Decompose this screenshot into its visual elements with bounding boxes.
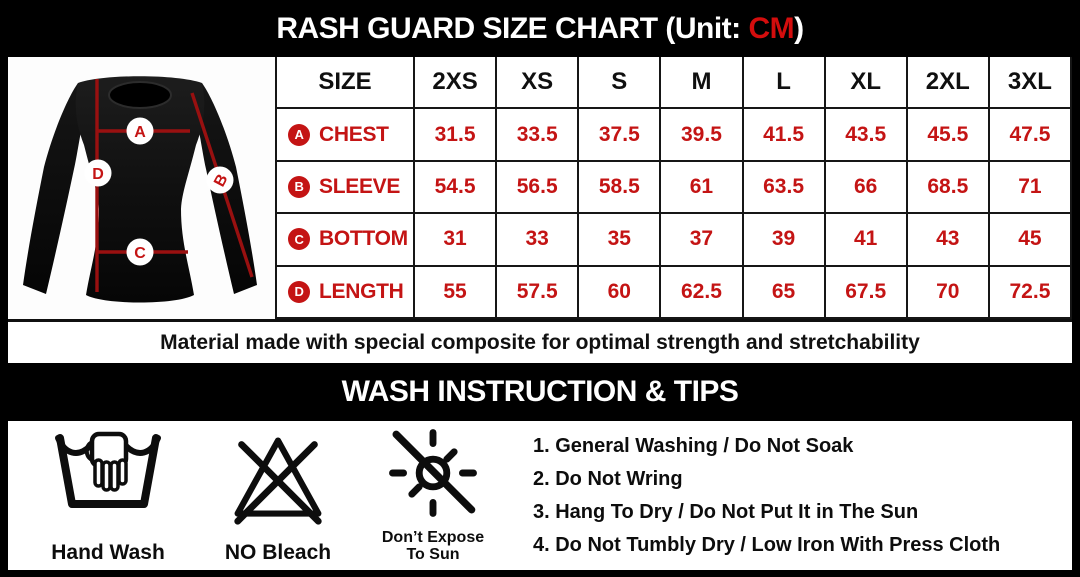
shirt-left-sleeve bbox=[23, 83, 90, 294]
wash-tips-list: 1. General Washing / Do Not Soak 2. Do N… bbox=[518, 421, 1072, 570]
chest-3xl: 47.5 bbox=[989, 109, 1072, 162]
wash-tip-1: 1. General Washing / Do Not Soak bbox=[533, 435, 854, 457]
measure-markers: A B C D bbox=[84, 117, 234, 266]
marker-d-letter: D bbox=[92, 166, 104, 183]
length-2xl: 70 bbox=[907, 266, 990, 319]
wash-tip-3: 3. Hang To Dry / Do Not Put It in The Su… bbox=[533, 501, 919, 523]
shirt-collar bbox=[108, 81, 172, 109]
page-title-unit: CM bbox=[748, 11, 795, 45]
wash-section-title-text: WASH INSTRUCTION & TIPS bbox=[341, 375, 739, 408]
marker-c-dot: C bbox=[288, 228, 310, 251]
length-xs: 57.5 bbox=[497, 266, 580, 319]
row-label-sleeve: B SLEEVE bbox=[277, 161, 415, 215]
chest-2xs: 31.5 bbox=[415, 109, 498, 162]
no-bleach-label: NO Bleach bbox=[224, 540, 332, 564]
sleeve-s: 58.5 bbox=[579, 161, 662, 215]
bottom-xs: 33 bbox=[497, 214, 580, 267]
bottom-m: 37 bbox=[661, 214, 744, 267]
marker-d-badge bbox=[84, 159, 112, 187]
bottom-3xl: 45 bbox=[989, 214, 1072, 267]
shirt-torso bbox=[75, 76, 205, 303]
rash-guard-shirt-image: A B C D bbox=[23, 76, 257, 303]
wash-tip-4: 4. Do Not Tumbly Dry / Low Iron With Pre… bbox=[533, 534, 1001, 556]
header-2xl: 2XL bbox=[907, 57, 990, 110]
hand-wash-symbol: Hand Wash bbox=[8, 421, 208, 570]
header-xs: XS bbox=[497, 57, 580, 110]
sleeve-2xl: 68.5 bbox=[907, 161, 990, 215]
row-label-bottom-text: BOTTOM bbox=[319, 227, 408, 251]
bottom-2xs: 31 bbox=[415, 214, 498, 267]
marker-a-dot: A bbox=[288, 123, 310, 146]
marker-c-letter: C bbox=[134, 245, 146, 262]
marker-b-dot: B bbox=[288, 175, 310, 198]
bottom-l: 39 bbox=[743, 214, 826, 267]
bottom-2xl: 43 bbox=[907, 214, 990, 267]
hand-wash-label: Hand Wash bbox=[51, 540, 165, 564]
header-size: SIZE bbox=[277, 57, 415, 110]
bottom-xl: 41 bbox=[825, 214, 908, 267]
length-m: 62.5 bbox=[661, 266, 744, 319]
marker-c-badge bbox=[126, 238, 154, 266]
product-measure-diagram: A B C D bbox=[8, 57, 277, 319]
header-xl: XL bbox=[825, 57, 908, 110]
header-l: L bbox=[743, 57, 826, 110]
page-title-text: RASH GUARD SIZE CHART (Unit: bbox=[276, 11, 749, 45]
page-title: RASH GUARD SIZE CHART (Unit: CM) bbox=[0, 0, 1080, 57]
chest-xl: 43.5 bbox=[825, 109, 908, 162]
header-2xs: 2XS bbox=[415, 57, 498, 110]
chest-xs: 33.5 bbox=[497, 109, 580, 162]
header-m: M bbox=[661, 57, 744, 110]
dont-expose-to-sun-label: Don’t Expose To Sun bbox=[382, 530, 484, 564]
size-table: SIZE 2XS XS S M L XL 2XL 3XL A CHEST 31.… bbox=[277, 57, 1072, 319]
dont-expose-line1: Don’t Expose bbox=[381, 529, 485, 547]
chest-s: 37.5 bbox=[579, 109, 662, 162]
dont-expose-to-sun-icon bbox=[389, 429, 477, 517]
marker-b-badge bbox=[206, 166, 234, 194]
chest-2xl: 45.5 bbox=[907, 109, 990, 162]
row-label-length: D LENGTH bbox=[277, 266, 415, 319]
length-s: 60 bbox=[579, 266, 662, 319]
length-l: 65 bbox=[743, 266, 826, 319]
row-label-length-text: LENGTH bbox=[319, 279, 404, 303]
row-label-chest: A CHEST bbox=[277, 109, 415, 162]
dont-expose-to-sun-symbol: Don’t Expose To Sun bbox=[348, 421, 518, 570]
bottom-s: 35 bbox=[579, 214, 662, 267]
header-s: S bbox=[579, 57, 662, 110]
sleeve-m: 61 bbox=[661, 161, 744, 215]
row-label-chest-text: CHEST bbox=[319, 122, 389, 146]
dont-expose-line2: To Sun bbox=[406, 546, 460, 564]
wash-tip-2: 2. Do Not Wring bbox=[533, 468, 683, 490]
marker-a-badge bbox=[126, 117, 154, 145]
length-2xs: 55 bbox=[415, 266, 498, 319]
sleeve-xs: 56.5 bbox=[497, 161, 580, 215]
wash-section-title: WASH INSTRUCTION & TIPS bbox=[0, 363, 1080, 421]
page-title-suffix: ) bbox=[794, 11, 804, 45]
hand-wash-icon bbox=[55, 431, 161, 508]
chest-m: 39.5 bbox=[661, 109, 744, 162]
row-label-bottom: C BOTTOM bbox=[277, 214, 415, 267]
sleeve-xl: 66 bbox=[825, 161, 908, 215]
length-xl: 67.5 bbox=[825, 266, 908, 319]
header-3xl: 3XL bbox=[989, 57, 1072, 110]
wash-instructions-panel: Hand Wash NO Bleach Don’t Expose To Sun … bbox=[8, 421, 1072, 570]
material-note-text: Material made with special composite for… bbox=[160, 330, 920, 354]
material-note: Material made with special composite for… bbox=[8, 322, 1072, 363]
row-label-sleeve-text: SLEEVE bbox=[319, 174, 401, 198]
length-3xl: 72.5 bbox=[989, 266, 1072, 319]
sleeve-l: 63.5 bbox=[743, 161, 826, 215]
chest-l: 41.5 bbox=[743, 109, 826, 162]
marker-a-letter: A bbox=[134, 124, 146, 141]
marker-d-dot: D bbox=[288, 280, 310, 303]
no-bleach-icon bbox=[234, 437, 322, 525]
sleeve-2xs: 54.5 bbox=[415, 161, 498, 215]
size-chart-panel: A B C D SIZE 2XS XS S M L XL 2XL 3XL A C… bbox=[8, 57, 1072, 322]
sleeve-3xl: 71 bbox=[989, 161, 1072, 215]
no-bleach-symbol: NO Bleach bbox=[208, 421, 348, 570]
